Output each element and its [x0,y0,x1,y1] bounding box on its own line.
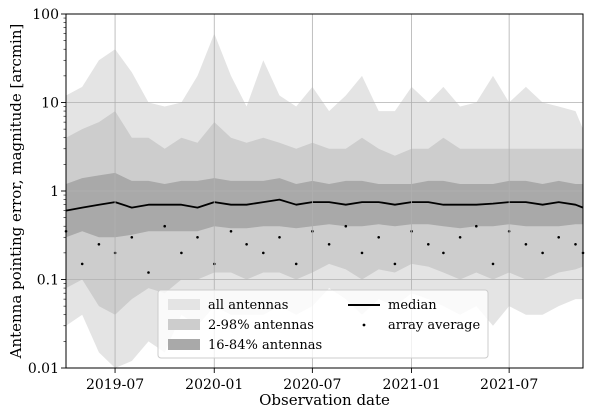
array-average-point [80,262,84,266]
legend-swatch-2-98-antennas [168,319,200,330]
x-tick-label: 2020-01 [185,377,243,393]
x-tick-label: 2019-07 [86,377,144,393]
legend-label-median: median [388,298,437,313]
array-average-point [393,262,397,266]
legend-label-array-average: array average [388,318,480,333]
legend-swatch-all-antennas [168,299,200,310]
legend: all antennas 2-98% antennas 16-84% antenna… [157,289,489,359]
array-average-point [262,251,265,255]
y-axis-ticks: 0.01 0.1 1 10 100 [28,7,66,377]
array-average-point [442,251,445,255]
y-tick-label: 1 [50,184,59,200]
array-average-point [229,230,233,233]
array-average-point [491,262,495,266]
array-average-point [427,243,430,246]
array-average-point [130,236,134,239]
array-average-point [344,224,348,228]
legend-box [157,289,489,359]
array-average-point [360,251,364,255]
x-axis-label: Observation date [259,391,390,409]
legend-swatch-16-84-antennas [168,339,200,350]
array-average-point [541,251,544,255]
plot-area [64,33,585,368]
array-average-point [524,243,528,246]
x-tick-label: 2021-07 [480,377,538,393]
band-16-84-antennas [66,172,583,238]
legend-label-all-antennas: all antennas [208,298,288,313]
array-average-point [97,243,101,246]
array-average-point [557,236,560,239]
x-tick-label: 2020-07 [283,377,341,393]
array-average-point [458,236,462,239]
x-axis-ticks: 2019-07 2020-01 2020-07 2021-01 2021-07 [86,368,538,393]
array-average-point [574,243,577,246]
array-average-point [377,236,381,239]
x-tick-label: 2021-01 [382,377,440,393]
array-average-point [294,262,298,266]
median-line [65,198,584,212]
array-average-point [475,224,478,228]
array-average-point [245,243,248,246]
array-average-point [196,236,199,239]
array-average-point [278,236,281,239]
array-average-point [163,224,166,228]
y-tick-label: 0.1 [37,273,59,289]
y-tick-label: 0.01 [28,361,59,377]
y-tick-label: 10 [41,96,59,112]
legend-label-2-98-antennas: 2-98% antennas [208,318,314,333]
legend-swatch-array-average [362,323,366,327]
array-average-point [180,251,183,255]
array-average-point [327,243,331,246]
y-axis-label: Antenna pointing error, magnitude [arcmi… [7,24,25,360]
y-tick-label: 100 [32,7,59,23]
legend-label-16-84-antennas: 16-84% antennas [208,338,322,353]
array-average-point [147,271,150,274]
